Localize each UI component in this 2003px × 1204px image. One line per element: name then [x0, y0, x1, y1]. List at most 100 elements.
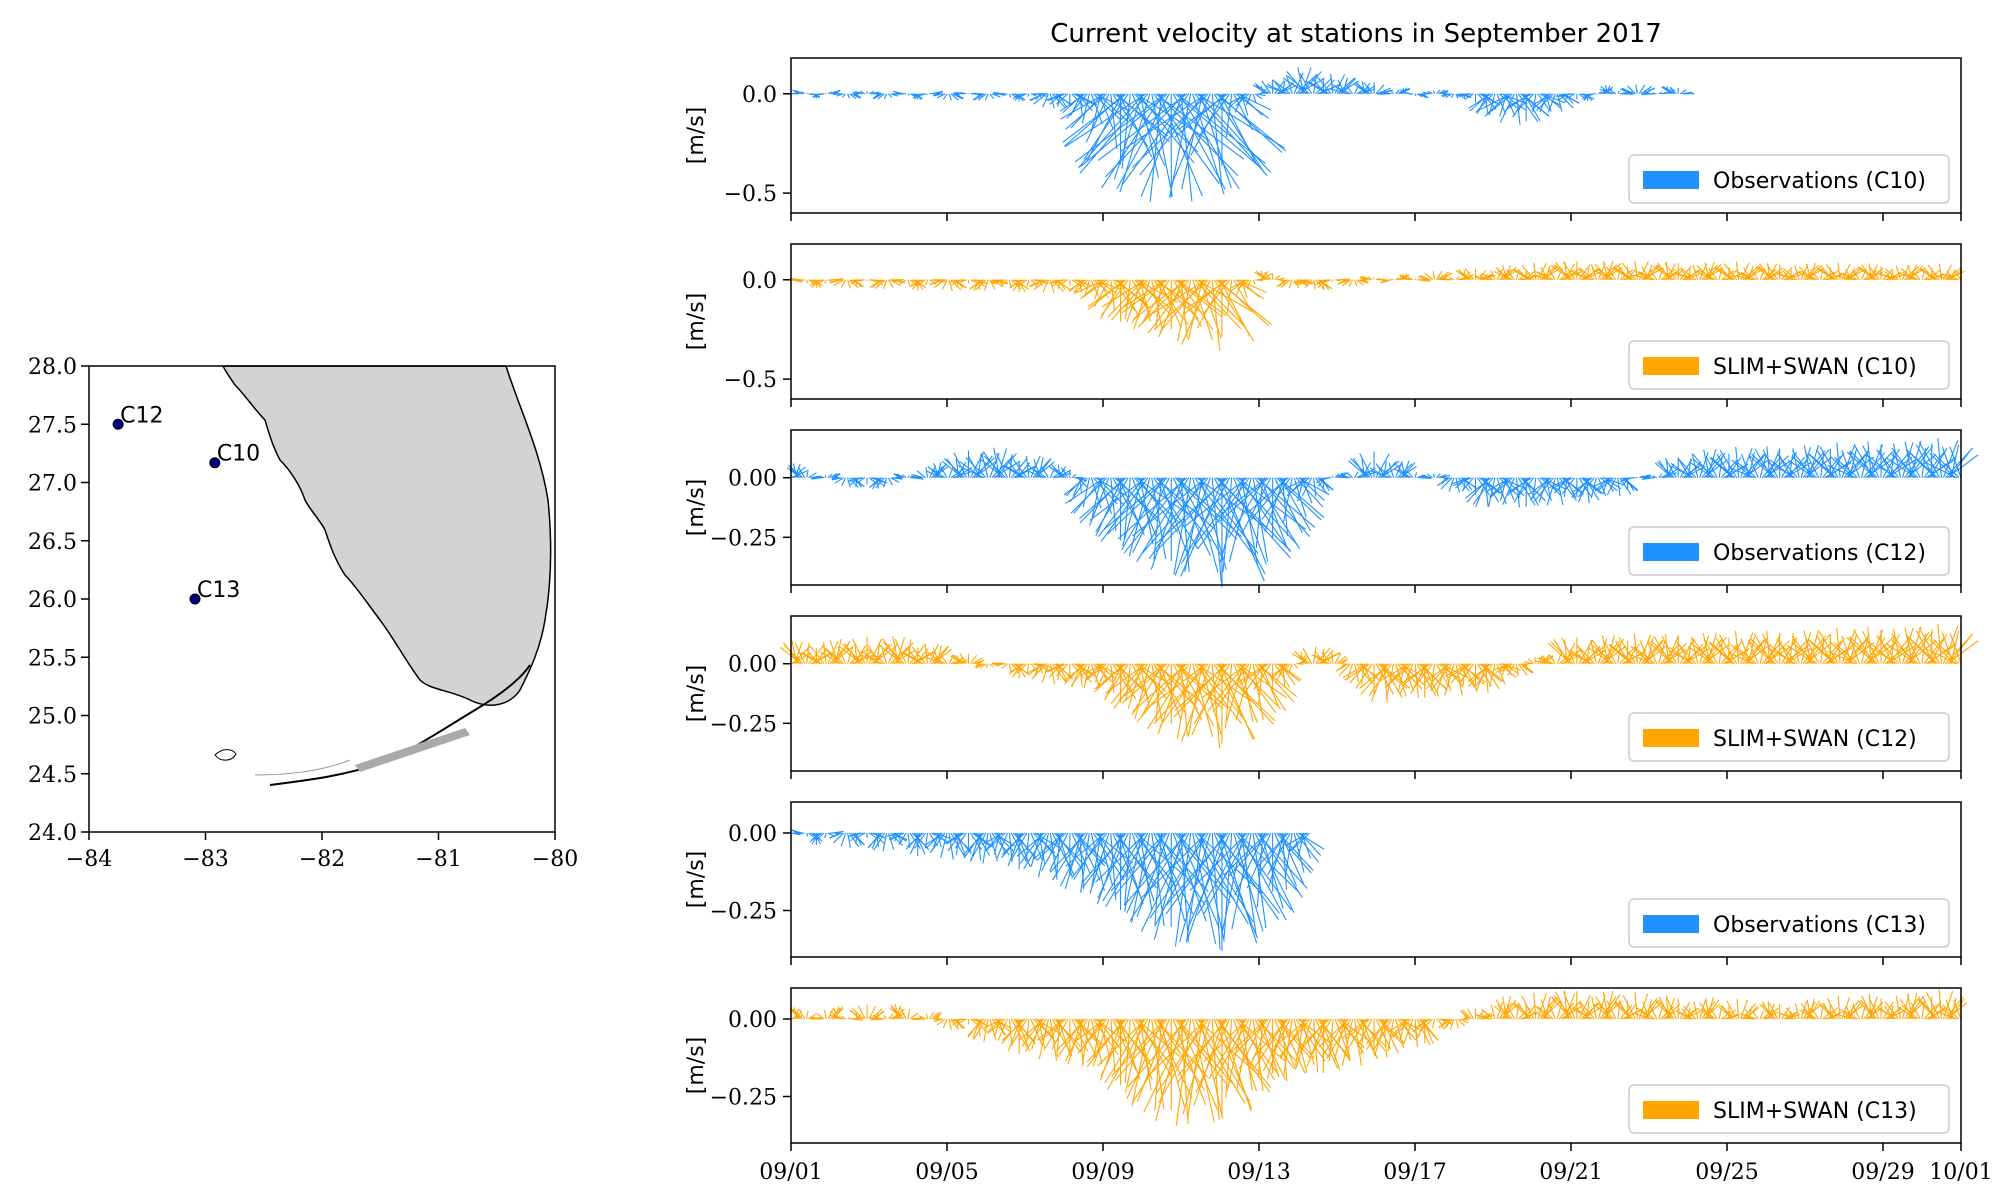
velocity-arrow — [977, 454, 982, 478]
velocity-arrow — [1276, 279, 1289, 287]
velocity-arrow — [1496, 663, 1506, 684]
velocity-arrow — [1606, 1000, 1617, 1020]
velocity-arrow — [1419, 475, 1429, 479]
velocity-arrow — [1918, 998, 1939, 1020]
velocity-arrow — [1260, 1018, 1280, 1078]
velocity-arrow — [1798, 1009, 1816, 1020]
velocity-arrow — [1619, 477, 1632, 495]
velocity-arrow — [1082, 832, 1125, 888]
velocity-arrow — [1728, 466, 1755, 479]
velocity-arrow — [1252, 279, 1256, 285]
velocity-arrow — [1416, 1018, 1431, 1046]
velocity-arrow — [997, 1018, 1008, 1041]
velocity-arrow — [1497, 1004, 1513, 1020]
velocity-arrow — [790, 832, 801, 836]
velocity-arrow — [958, 1018, 967, 1024]
velocity-arrow — [1744, 1014, 1757, 1020]
velocity-arrow — [926, 470, 944, 479]
velocity-arrow — [974, 663, 983, 668]
velocity-arrow — [1042, 279, 1049, 293]
velocity-arrow — [1566, 93, 1576, 99]
velocity-arrow — [1584, 93, 1593, 102]
velocity-arrow — [1157, 1018, 1206, 1091]
velocity-arrow — [1755, 266, 1775, 281]
velocity-arrow — [1239, 93, 1263, 116]
velocity-arrow — [1315, 477, 1328, 495]
velocity-arrow — [1838, 1014, 1856, 1020]
velocity-arrow — [1025, 469, 1045, 479]
velocity-arrow — [867, 648, 885, 665]
velocity-arrow — [1820, 1008, 1824, 1020]
y-tick-label: 0.00 — [728, 467, 777, 492]
velocity-arrow — [1847, 636, 1870, 665]
velocity-arrow — [1785, 1007, 1798, 1020]
velocity-arrow — [1679, 638, 1695, 664]
velocity-arrow — [1063, 663, 1086, 682]
legend-box — [1628, 712, 1950, 762]
velocity-arrow — [1547, 642, 1572, 665]
velocity-arrow — [933, 279, 946, 289]
legend-swatch — [1643, 171, 1699, 189]
velocity-arrow — [1435, 270, 1443, 281]
velocity-arrow — [847, 832, 852, 848]
velocity-arrow — [1132, 477, 1207, 537]
velocity-arrow — [1440, 89, 1449, 95]
velocity-arrow — [829, 473, 838, 479]
velocity-arrow — [969, 832, 987, 861]
velocity-arrow — [1654, 462, 1673, 479]
velocity-arrow — [1024, 1018, 1047, 1052]
velocity-arrow — [1321, 651, 1332, 665]
velocity-arrow — [1143, 1018, 1190, 1113]
velocity-arrow — [1703, 449, 1710, 478]
velocity-arrow — [1634, 260, 1638, 280]
velocity-arrow — [1065, 93, 1108, 130]
velocity-arrow — [1736, 998, 1740, 1020]
velocity-arrow — [1757, 266, 1777, 281]
velocity-arrow — [1279, 1018, 1307, 1059]
velocity-arrow — [1802, 265, 1819, 281]
velocity-arrow — [1592, 644, 1615, 665]
velocity-arrow — [1073, 832, 1106, 867]
velocity-arrow — [1026, 279, 1030, 287]
velocity-arrow — [1081, 1018, 1090, 1067]
legend-swatch — [1643, 729, 1699, 747]
velocity-arrow — [1153, 663, 1187, 716]
velocity-arrow — [1892, 443, 1902, 478]
velocity-arrow — [1145, 663, 1207, 710]
velocity-arrow — [1472, 477, 1494, 505]
velocity-arrow — [1537, 477, 1550, 497]
velocity-arrow — [1004, 464, 1026, 479]
velocity-arrow — [1750, 638, 1777, 665]
velocity-arrow — [1274, 832, 1297, 886]
velocity-arrow — [1137, 93, 1195, 164]
velocity-arrow — [1419, 274, 1431, 281]
velocity-arrow — [1617, 477, 1621, 496]
velocity-arrow — [901, 474, 907, 479]
velocity-arrow — [1919, 268, 1936, 281]
velocity-arrow — [1748, 455, 1759, 478]
velocity-arrow — [1663, 86, 1675, 95]
velocity-arrow — [1365, 1018, 1391, 1044]
velocity-arrow — [1658, 641, 1666, 664]
velocity-arrow — [1936, 1011, 1958, 1020]
velocity-arrow — [1082, 477, 1090, 508]
velocity-arrow — [1619, 91, 1628, 95]
velocity-arrow — [868, 279, 877, 282]
station-label: C13 — [197, 578, 240, 603]
velocity-arrow — [1071, 93, 1085, 107]
velocity-arrow — [1735, 460, 1757, 479]
velocity-arrow — [892, 477, 903, 480]
velocity-arrow — [1638, 271, 1656, 281]
velocity-arrow — [1361, 1018, 1376, 1056]
velocity-arrow — [1550, 264, 1572, 281]
velocity-arrow — [1158, 1018, 1205, 1104]
velocity-arrow — [827, 473, 833, 479]
velocity-arrow — [1291, 653, 1309, 665]
velocity-arrow — [1272, 663, 1289, 676]
velocity-arrow — [1827, 464, 1856, 479]
velocity-arrow — [793, 830, 803, 834]
velocity-arrow — [1443, 663, 1452, 692]
velocity-arrow — [1159, 279, 1205, 333]
velocity-arrow — [1016, 279, 1028, 288]
velocity-arrow — [1550, 996, 1572, 1020]
